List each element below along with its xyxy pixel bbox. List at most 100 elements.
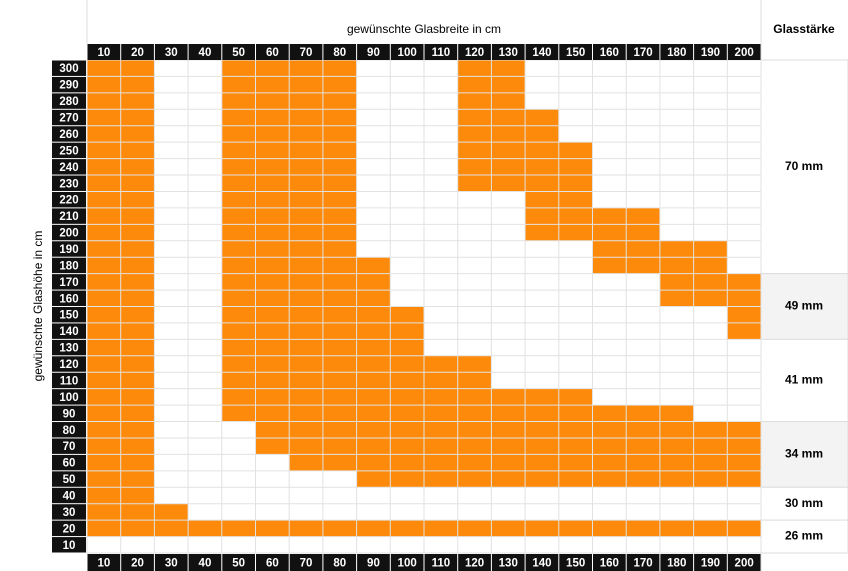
row-label: 180 [59, 260, 78, 272]
column-label: 140 [532, 47, 551, 59]
row-label-bg [52, 405, 86, 422]
column-label: 110 [432, 558, 451, 570]
height-title: gewünschte Glashöhe in cm [31, 231, 45, 382]
row-label: 120 [59, 359, 78, 371]
column-label: 180 [667, 47, 686, 59]
available-range [457, 125, 559, 143]
row-label-bg [52, 76, 86, 93]
column-label-bg [491, 554, 525, 571]
column-label-bg [121, 554, 154, 571]
row-label: 60 [63, 458, 76, 470]
column-label-bg [458, 554, 491, 571]
row-label-bg [52, 175, 86, 191]
row-label: 130 [59, 343, 78, 355]
row-label: 90 [63, 408, 76, 420]
row-label-bg [52, 471, 86, 487]
available-range [255, 437, 761, 455]
width-title: gewünschte Glasbreite in cm [347, 22, 501, 36]
thickness-cell [760, 519, 848, 554]
column-label: 150 [566, 47, 585, 59]
column-label: 170 [633, 47, 652, 59]
column-label: 200 [735, 558, 754, 570]
column-label-bg [626, 554, 660, 571]
column-label-bg [289, 44, 323, 60]
row-label: 170 [59, 277, 78, 289]
column-label-bg [222, 554, 255, 571]
row-label-bg [52, 438, 86, 454]
column-label: 200 [735, 47, 754, 59]
column-label-bg [694, 554, 727, 571]
column-label: 190 [701, 47, 720, 59]
row-label-bg [52, 454, 86, 471]
column-label: 60 [266, 47, 279, 59]
column-label: 10 [97, 558, 110, 570]
available-range [727, 306, 761, 323]
column-label: 30 [165, 47, 178, 59]
column-label-bg [559, 554, 592, 571]
column-label: 20 [131, 558, 144, 570]
row-label-bg [52, 60, 86, 76]
column-label: 160 [600, 47, 619, 59]
row-label-bg [52, 307, 86, 323]
available-range [221, 273, 391, 291]
column-label-bg [458, 44, 491, 60]
column-label: 190 [701, 558, 720, 570]
row-label-bg [52, 126, 86, 142]
column-label-bg [323, 44, 357, 60]
row-label: 200 [59, 228, 78, 240]
available-range [659, 290, 761, 307]
row-label-bg [52, 323, 86, 339]
column-label: 60 [266, 558, 279, 570]
column-label: 130 [499, 558, 518, 570]
row-label-bg [52, 487, 86, 504]
row-label-bg [52, 389, 86, 405]
column-label-bg [559, 44, 592, 60]
column-label-bg [256, 554, 289, 571]
column-label-bg [660, 44, 694, 60]
row-label-bg [52, 191, 86, 208]
column-label: 180 [667, 558, 686, 570]
row-label-bg [52, 241, 86, 257]
row-label-bg [52, 339, 86, 356]
row-label: 240 [59, 162, 78, 174]
thickness-label: 70 mm [785, 159, 823, 173]
column-label-bg [357, 554, 390, 571]
row-label-bg [52, 372, 86, 389]
column-label: 90 [367, 558, 380, 570]
column-label-bg [222, 44, 255, 60]
column-label: 90 [367, 47, 380, 59]
thickness-label: 41 mm [785, 373, 823, 387]
row-label: 290 [59, 80, 78, 92]
column-label: 10 [97, 47, 110, 59]
column-label: 80 [333, 558, 346, 570]
column-label-bg [188, 554, 222, 571]
column-label-bg [424, 44, 458, 60]
available-range [221, 388, 593, 406]
column-label-bg [525, 554, 559, 571]
row-label: 250 [59, 145, 78, 157]
column-label: 100 [398, 558, 417, 570]
available-range [221, 257, 391, 274]
row-label-bg [52, 159, 86, 175]
column-label-bg [660, 554, 694, 571]
row-label-bg [52, 290, 86, 306]
column-label-bg [154, 554, 188, 571]
column-label-bg [256, 44, 289, 60]
column-label: 50 [232, 558, 245, 570]
row-label-bg [52, 520, 86, 537]
thickness-label: 26 mm [785, 529, 823, 543]
row-label-bg [52, 93, 86, 109]
column-label: 70 [300, 558, 313, 570]
column-label-bg [121, 44, 154, 60]
column-label: 120 [465, 47, 484, 59]
row-label-bg [52, 537, 86, 553]
available-range [87, 503, 189, 521]
row-label: 30 [63, 507, 76, 519]
column-label: 40 [199, 558, 212, 570]
column-label: 50 [232, 47, 245, 59]
column-label-bg [727, 44, 761, 60]
thickness-cell [760, 59, 848, 275]
row-label: 20 [63, 523, 76, 535]
column-label-bg [593, 44, 626, 60]
column-label-bg [593, 554, 626, 571]
